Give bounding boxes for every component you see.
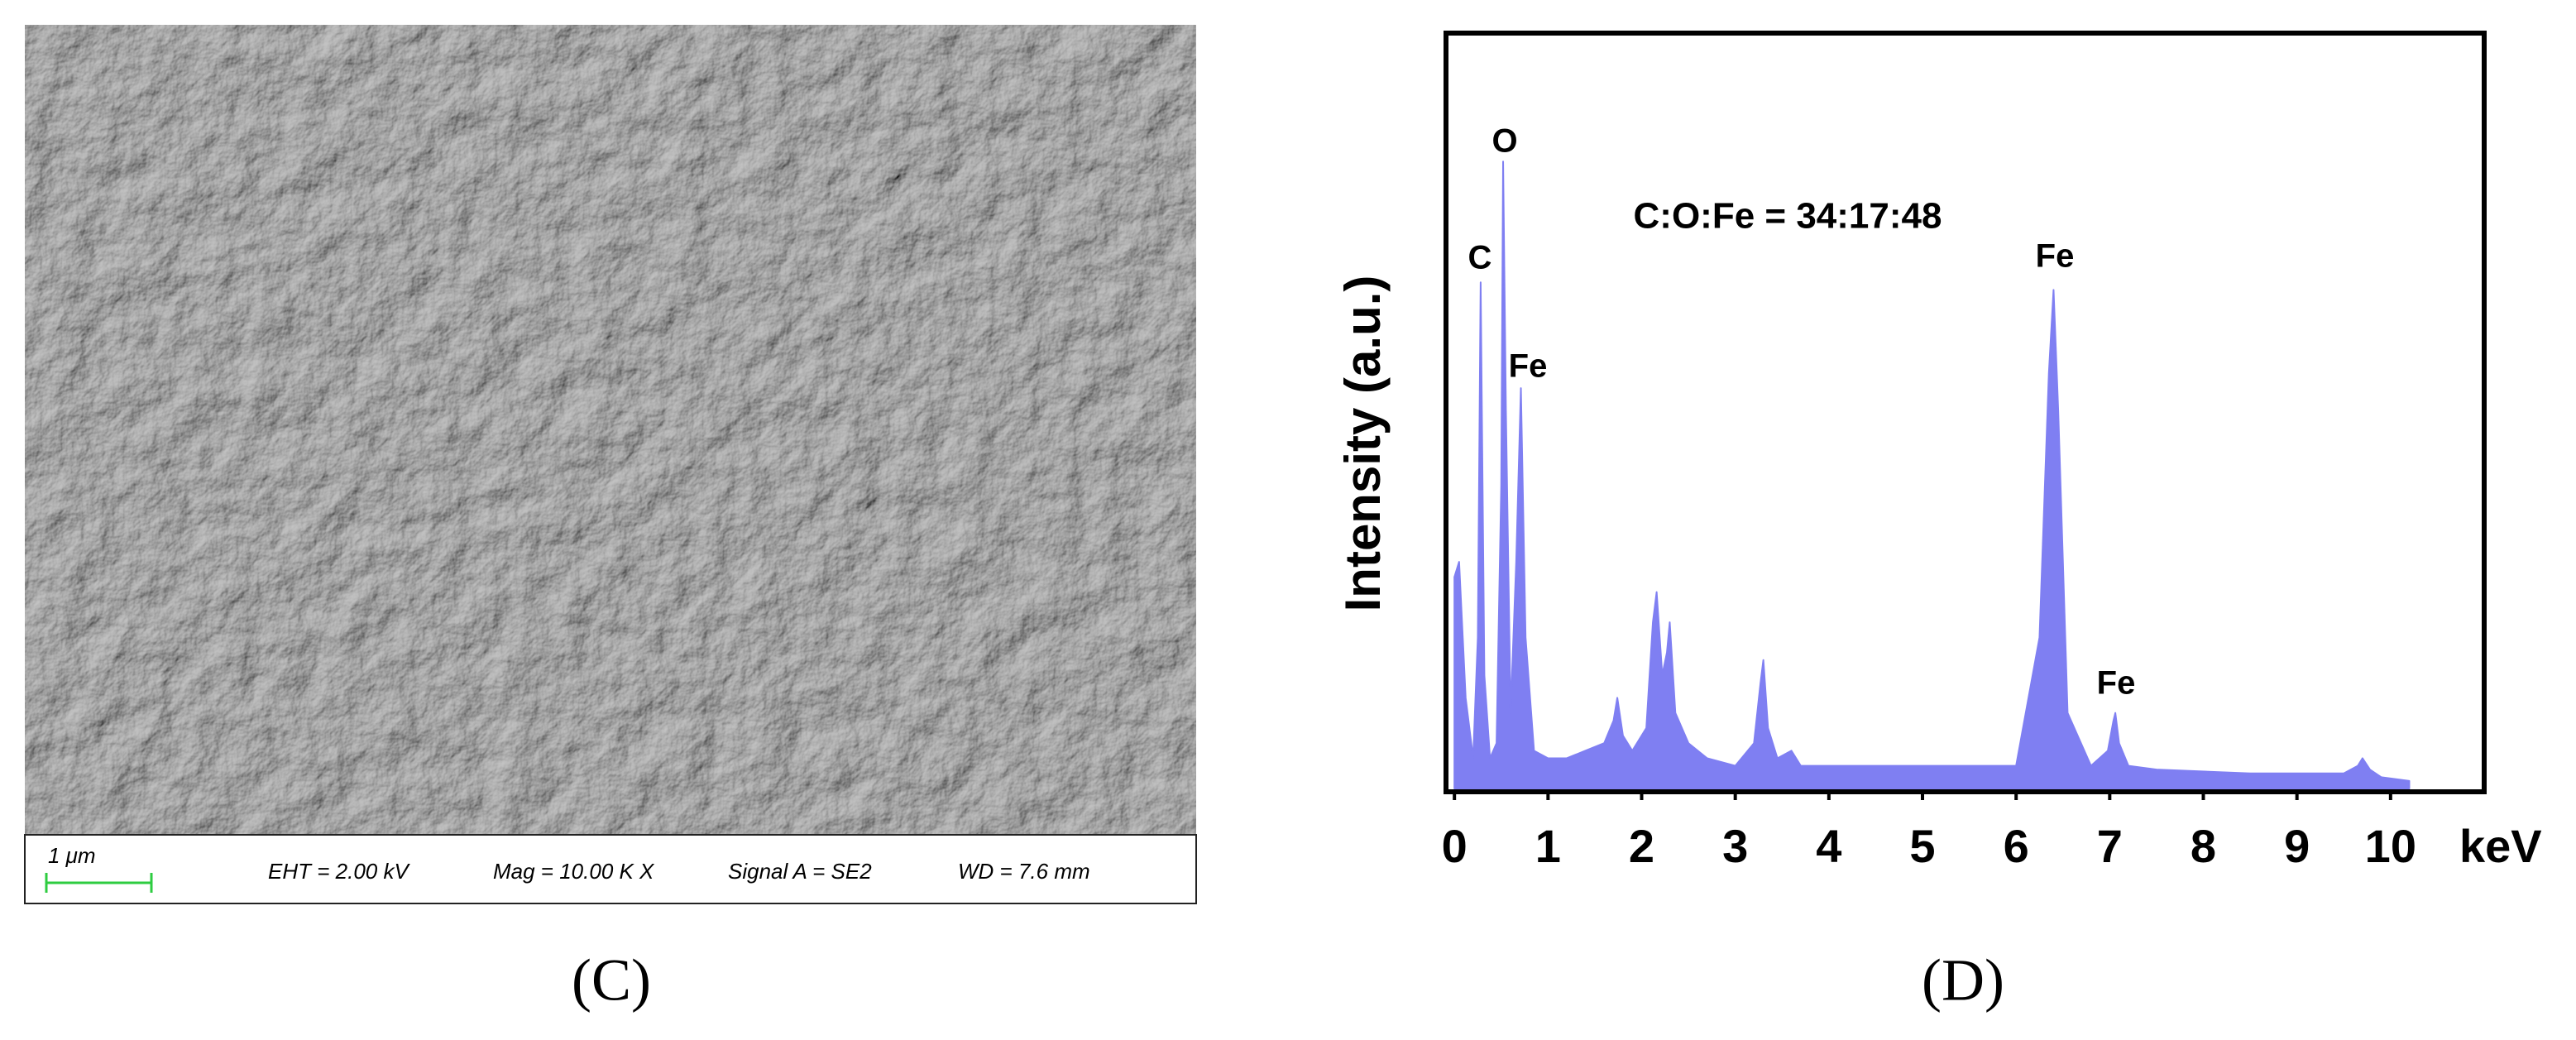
annotation: Fe — [2097, 665, 2136, 702]
sem-texture — [25, 25, 1196, 835]
x-tick-label: 8 — [2191, 820, 2216, 872]
x-tick-label: 5 — [1909, 820, 1935, 872]
sem-info: WD = 7.6 mm — [958, 859, 1090, 884]
scale-bar-label: 1 μm — [48, 843, 96, 868]
sem-info: Signal A = SE2 — [728, 859, 872, 884]
annotation: Fe — [2036, 238, 2075, 275]
panel-label: (C) — [572, 947, 651, 1014]
x-tick-label: 10 — [2365, 820, 2416, 872]
x-tick-label: 2 — [1629, 820, 1654, 872]
panel-label: (D) — [1922, 947, 2004, 1014]
spectrum-area — [1453, 161, 2411, 789]
annotation: Fe — [1509, 348, 1548, 385]
eds-chart: 0 1 2 3 4 5 6 7 8 9 10 O C Fe C:O:Fe = 34:17:48 Fe Fe — [1442, 123, 2416, 872]
x-tick-label: 0 — [1442, 820, 1468, 872]
x-tick-label: 7 — [2097, 820, 2123, 872]
annotation: C — [1468, 240, 1492, 276]
annotation: C:O:Fe = 34:17:48 — [1634, 196, 1942, 237]
x-tick-label: 4 — [1816, 820, 1841, 872]
sem-info: Mag = 10.00 K X — [493, 859, 655, 884]
y-axis-label: Intensity (a.u.) — [1335, 276, 1391, 612]
x-tick-label: 3 — [1722, 820, 1748, 872]
sem-info: EHT = 2.00 kV — [268, 859, 410, 884]
annotation: O — [1491, 123, 1517, 160]
sem-info-bar — [24, 834, 1197, 904]
x-tick-label: 1 — [1535, 820, 1561, 872]
scale-bar — [45, 873, 153, 893]
x-axis-label: keV — [2459, 820, 2542, 872]
x-tick-label: 9 — [2284, 820, 2310, 872]
plot-frame — [1444, 31, 2487, 794]
x-tick-label: 6 — [2004, 820, 2029, 872]
